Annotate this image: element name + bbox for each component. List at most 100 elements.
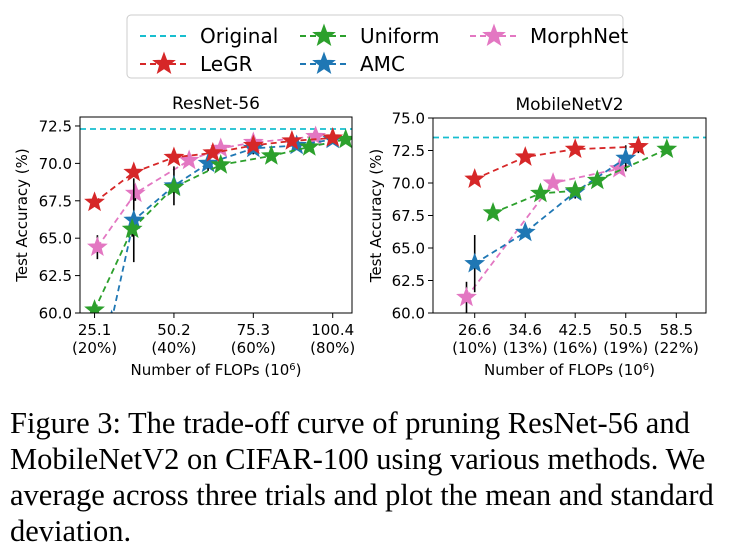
data-point-star [514, 146, 536, 166]
series-uniform [482, 138, 678, 222]
x-tick-sublabel: (16%) [553, 339, 598, 357]
y-tick-label: 60.0 [39, 305, 72, 323]
data-point-star [87, 236, 108, 257]
series-line [474, 145, 639, 180]
y-tick-label: 70.0 [39, 155, 72, 173]
data-point-star [586, 169, 608, 190]
chart-mobilenetv2: MobileNetV2 60.0 62.5 65.0 67.5 70.0 72.5 75.0 2… [367, 95, 707, 379]
x-tick-sublabel: (22%) [654, 339, 699, 357]
legend-item-morphnet: MorphNet [470, 23, 628, 48]
data-point-star [564, 179, 586, 200]
plot-area [433, 135, 706, 313]
data-point-star [482, 201, 504, 222]
data-point-star [260, 144, 282, 165]
data-point-star [298, 135, 320, 156]
legend-frame [126, 14, 624, 79]
x-tick-sublabel: (13%) [503, 339, 548, 357]
y-tick-label: 67.5 [392, 207, 425, 225]
y-tick-label: 65.0 [392, 240, 425, 258]
y-tick-label: 72.5 [392, 142, 425, 160]
x-tick-label: 75.3 [237, 321, 270, 339]
data-point-star [121, 218, 143, 239]
data-point-star [464, 252, 486, 273]
legend-label: AMC [360, 52, 405, 76]
data-point-star [456, 286, 477, 307]
data-point-star [123, 161, 145, 182]
data-point-star [514, 221, 536, 242]
legend-label: Original [200, 24, 278, 48]
y-axis-label: Test Accuracy (%) [367, 149, 385, 284]
x-tick-sublabel: (20%) [72, 339, 117, 357]
data-point-star [124, 182, 146, 203]
x-tick-label: 58.5 [660, 321, 693, 339]
series-line [465, 167, 620, 298]
chart-title: ResNet-56 [172, 94, 260, 114]
legend-star-marker [312, 51, 336, 75]
data-point-star [202, 141, 224, 162]
y-tick-label: 72.5 [39, 117, 72, 135]
figure-3: Original LeGR Uniform AMC MorphNet ResNet-56 6… [13, 14, 707, 379]
data-point-star [322, 127, 344, 147]
data-point-star [564, 138, 586, 159]
x-tick-label: 34.6 [509, 321, 542, 339]
y-tick-label: 60.0 [392, 305, 425, 323]
x-tick-label: 50.2 [157, 321, 190, 339]
legend-star-marker [312, 23, 336, 47]
data-point-star [163, 176, 185, 197]
data-point-star [210, 153, 232, 174]
legend-star-marker [152, 51, 176, 75]
x-tick-sublabel: (40%) [151, 339, 196, 357]
x-tick-sublabel: (60%) [231, 339, 276, 357]
legend-star-marker [482, 23, 506, 47]
x-tick-sublabel: (80%) [310, 339, 355, 357]
chart-resnet-56: ResNet-56 60.0 62.5 65.0 67.5 70.0 72.5 25.1(20… [13, 94, 355, 379]
series-line [474, 157, 627, 265]
y-tick-label: 75.0 [392, 110, 425, 128]
series-line [492, 148, 668, 214]
legend-item-legr: LeGR [140, 51, 253, 76]
series-legr [464, 135, 649, 188]
x-axis-label: Number of FLOPs (106) [484, 361, 655, 379]
x-tick-label: 26.6 [458, 321, 491, 339]
series-amc [464, 145, 637, 293]
data-point-star [84, 299, 105, 313]
y-axis-label: Test Accuracy (%) [13, 148, 31, 283]
plot-area [80, 125, 352, 313]
data-point-star [242, 134, 264, 155]
data-point-star [163, 146, 185, 167]
data-point-star [84, 191, 105, 212]
legend-item-amc: AMC [300, 51, 405, 76]
legend-item-original: Original [140, 24, 278, 48]
x-tick-label: 100.4 [311, 321, 354, 339]
data-point-star [615, 147, 637, 168]
legend-label: LeGR [200, 52, 253, 76]
data-point-star [627, 135, 649, 156]
x-tick-label: 25.1 [78, 321, 111, 339]
x-tick-sublabel: (19%) [603, 339, 648, 357]
x-tick-sublabel: (10%) [452, 339, 497, 357]
data-point-star [530, 182, 551, 203]
x-tick-label: 42.5 [558, 321, 591, 339]
y-tick-label: 65.0 [39, 230, 72, 248]
data-point-star [464, 168, 486, 188]
figure-caption: Figure 3: The trade-off curve of pruning… [10, 406, 714, 548]
plot-frame [79, 116, 353, 314]
data-point-star [656, 138, 678, 159]
x-tick-label: 50.5 [609, 321, 642, 339]
legend-label: MorphNet [530, 24, 628, 48]
y-tick-label: 62.5 [392, 272, 425, 290]
data-point-star [305, 125, 327, 146]
series-uniform [84, 128, 352, 313]
legend-item-uniform: Uniform [300, 23, 440, 48]
legend: Original LeGR Uniform AMC MorphNet [126, 14, 628, 79]
x-axis-label: Number of FLOPs (106) [130, 361, 301, 379]
legend-label: Uniform [360, 24, 440, 48]
y-tick-label: 67.5 [39, 192, 72, 210]
series-morphnet [456, 157, 630, 313]
data-point-star [542, 172, 564, 192]
data-point-star [197, 152, 219, 173]
data-point-star [281, 130, 303, 150]
y-tick-label: 62.5 [39, 267, 72, 285]
y-tick-label: 70.0 [392, 175, 425, 193]
data-point-star [178, 149, 200, 170]
